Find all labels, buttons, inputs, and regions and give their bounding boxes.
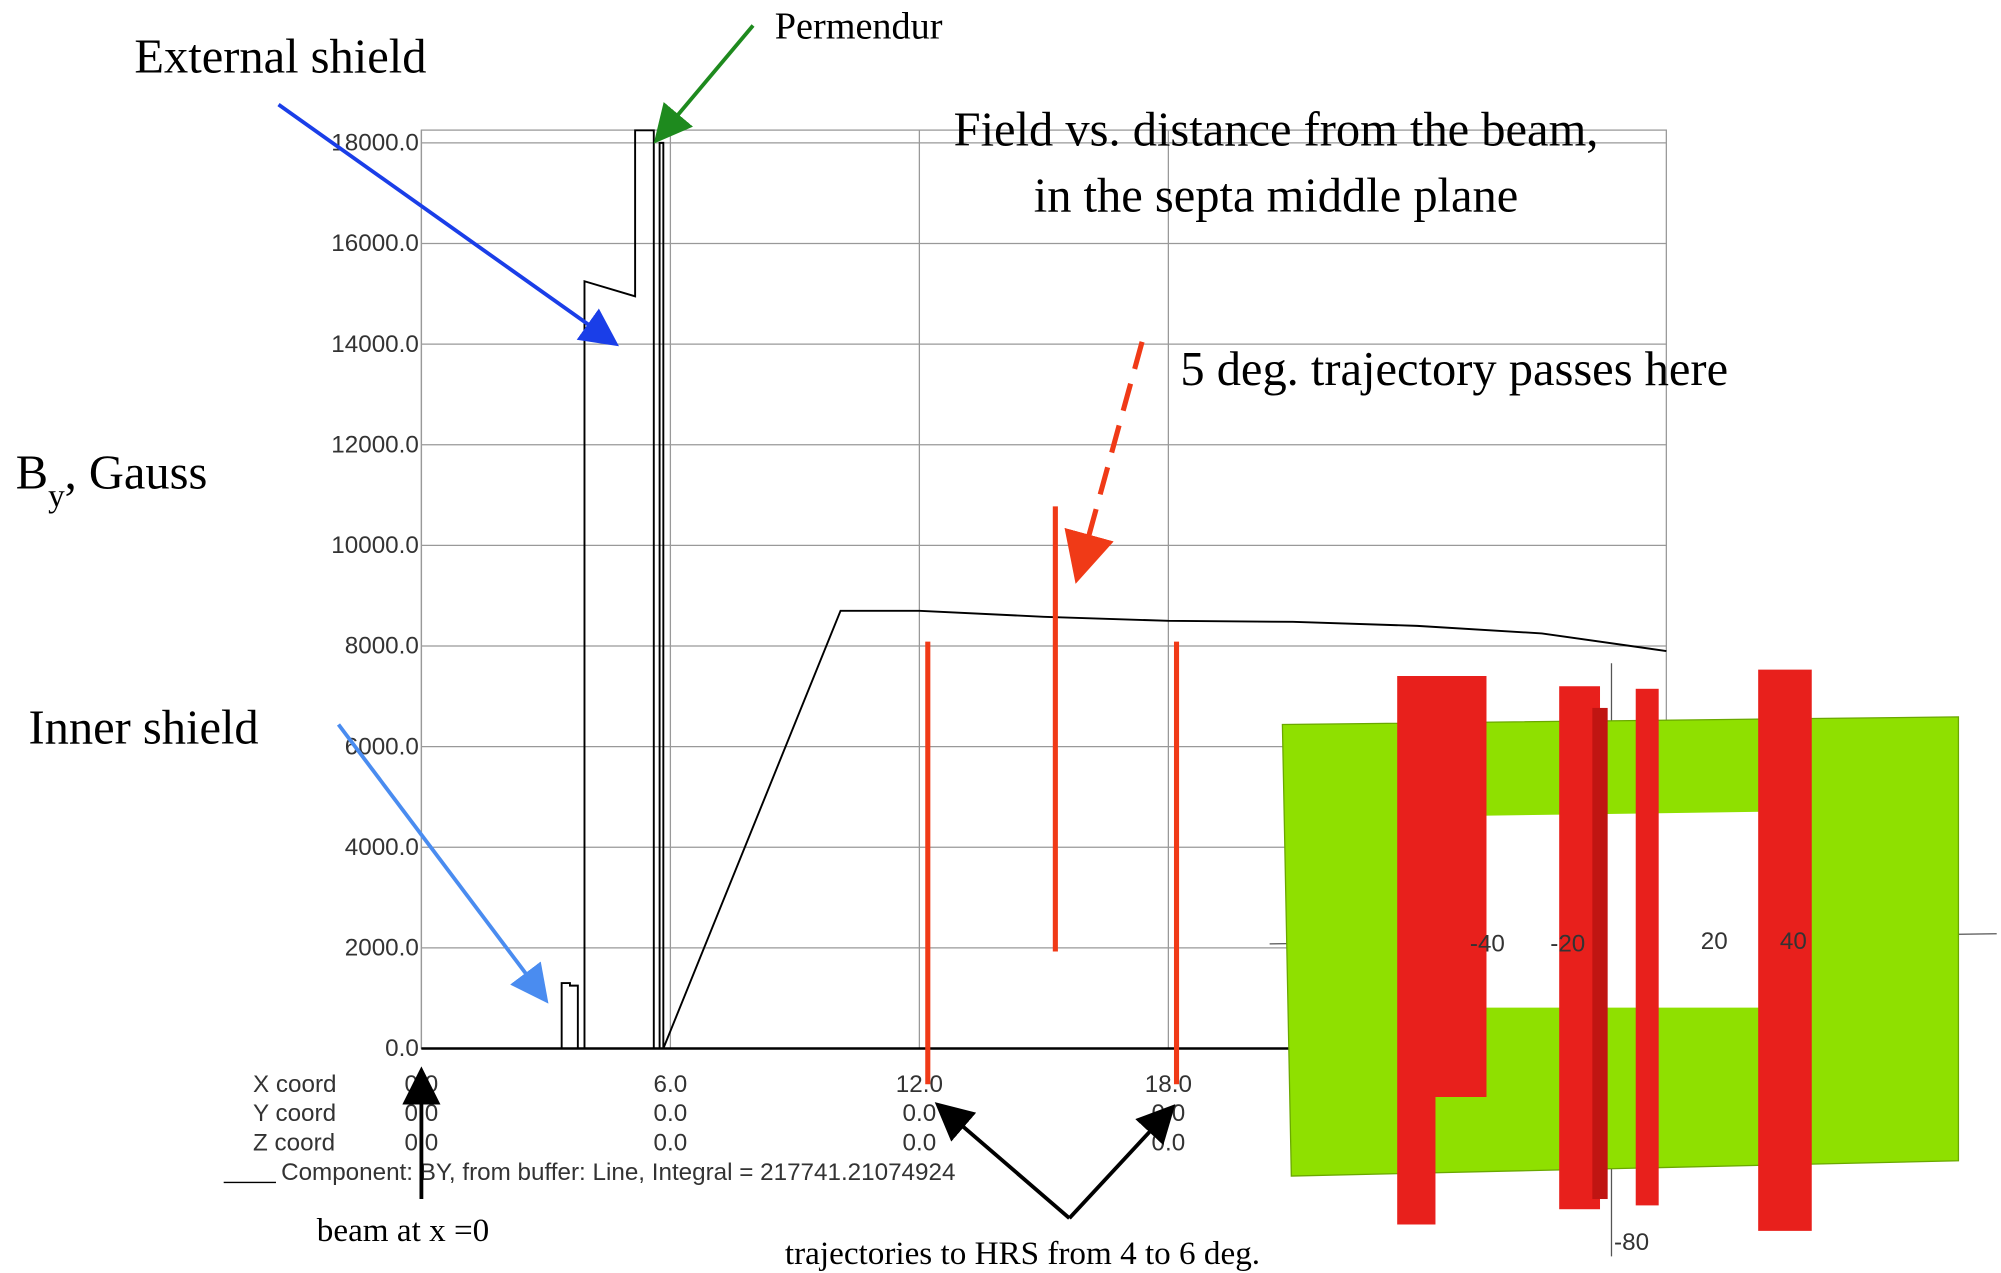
coord-label: Y coord [253, 1100, 336, 1127]
gap [1435, 957, 1799, 1008]
arrow [659, 26, 753, 138]
y-tick-label: 14000.0 [331, 331, 419, 358]
coord-label: X coord [253, 1071, 336, 1098]
label-part: y [48, 477, 65, 514]
y-tick-label: 10000.0 [331, 532, 419, 559]
annotation: Permendur [775, 5, 943, 47]
legend-label: Component: BY, from buffer: Line, Integr… [281, 1159, 955, 1186]
arrow [279, 105, 613, 342]
y-axis-label: By, Gauss [16, 447, 208, 515]
arrow [1078, 342, 1142, 574]
arrow [1069, 1110, 1170, 1218]
y-tick-label: 8000.0 [345, 633, 419, 660]
annotation: beam at x =0 [317, 1212, 489, 1249]
coord-label: Z coord [253, 1130, 335, 1157]
coil [1592, 708, 1607, 1199]
coord-value: 0.0 [654, 1130, 688, 1157]
inset-3d [1270, 663, 1997, 1256]
y-tick-label: 4000.0 [345, 834, 419, 861]
x-tick-label: 12.0 [896, 1071, 943, 1098]
coord-value: 0.0 [903, 1100, 937, 1127]
arrow [941, 1107, 1070, 1218]
annotation: Inner shield [29, 702, 259, 755]
coord-value: 0.0 [903, 1130, 937, 1157]
coord-value: 0.0 [1152, 1130, 1186, 1157]
chart-title: Field vs. distance from the beam, [954, 103, 1599, 156]
inset-label: -20 [1550, 931, 1585, 958]
x-tick-label: 18.0 [1145, 1071, 1192, 1098]
chart-title: in the septa middle plane [1034, 170, 1519, 223]
label-part: B [16, 447, 48, 500]
y-tick-label: 16000.0 [331, 230, 419, 257]
annotation: External shield [134, 31, 426, 84]
coord-value: 0.0 [654, 1100, 688, 1127]
label-part: , Gauss [65, 447, 208, 500]
inset-label: -80 [1614, 1229, 1649, 1256]
annotation: trajectories to HRS from 4 to 6 deg. [785, 1235, 1260, 1272]
y-tick-label: 2000.0 [345, 935, 419, 962]
page: 0.02000.04000.06000.08000.010000.012000.… [0, 0, 2001, 1273]
annotation: 5 deg. trajectory passes here [1180, 343, 1728, 396]
inset-label: 20 [1701, 928, 1728, 955]
coil [1636, 689, 1659, 1206]
x-tick-label: 6.0 [654, 1071, 688, 1098]
y-tick-label: 12000.0 [331, 431, 419, 458]
y-tick-label: 0.0 [385, 1035, 419, 1062]
inset-label: 40 [1780, 928, 1807, 955]
inset-label: -40 [1470, 931, 1505, 958]
